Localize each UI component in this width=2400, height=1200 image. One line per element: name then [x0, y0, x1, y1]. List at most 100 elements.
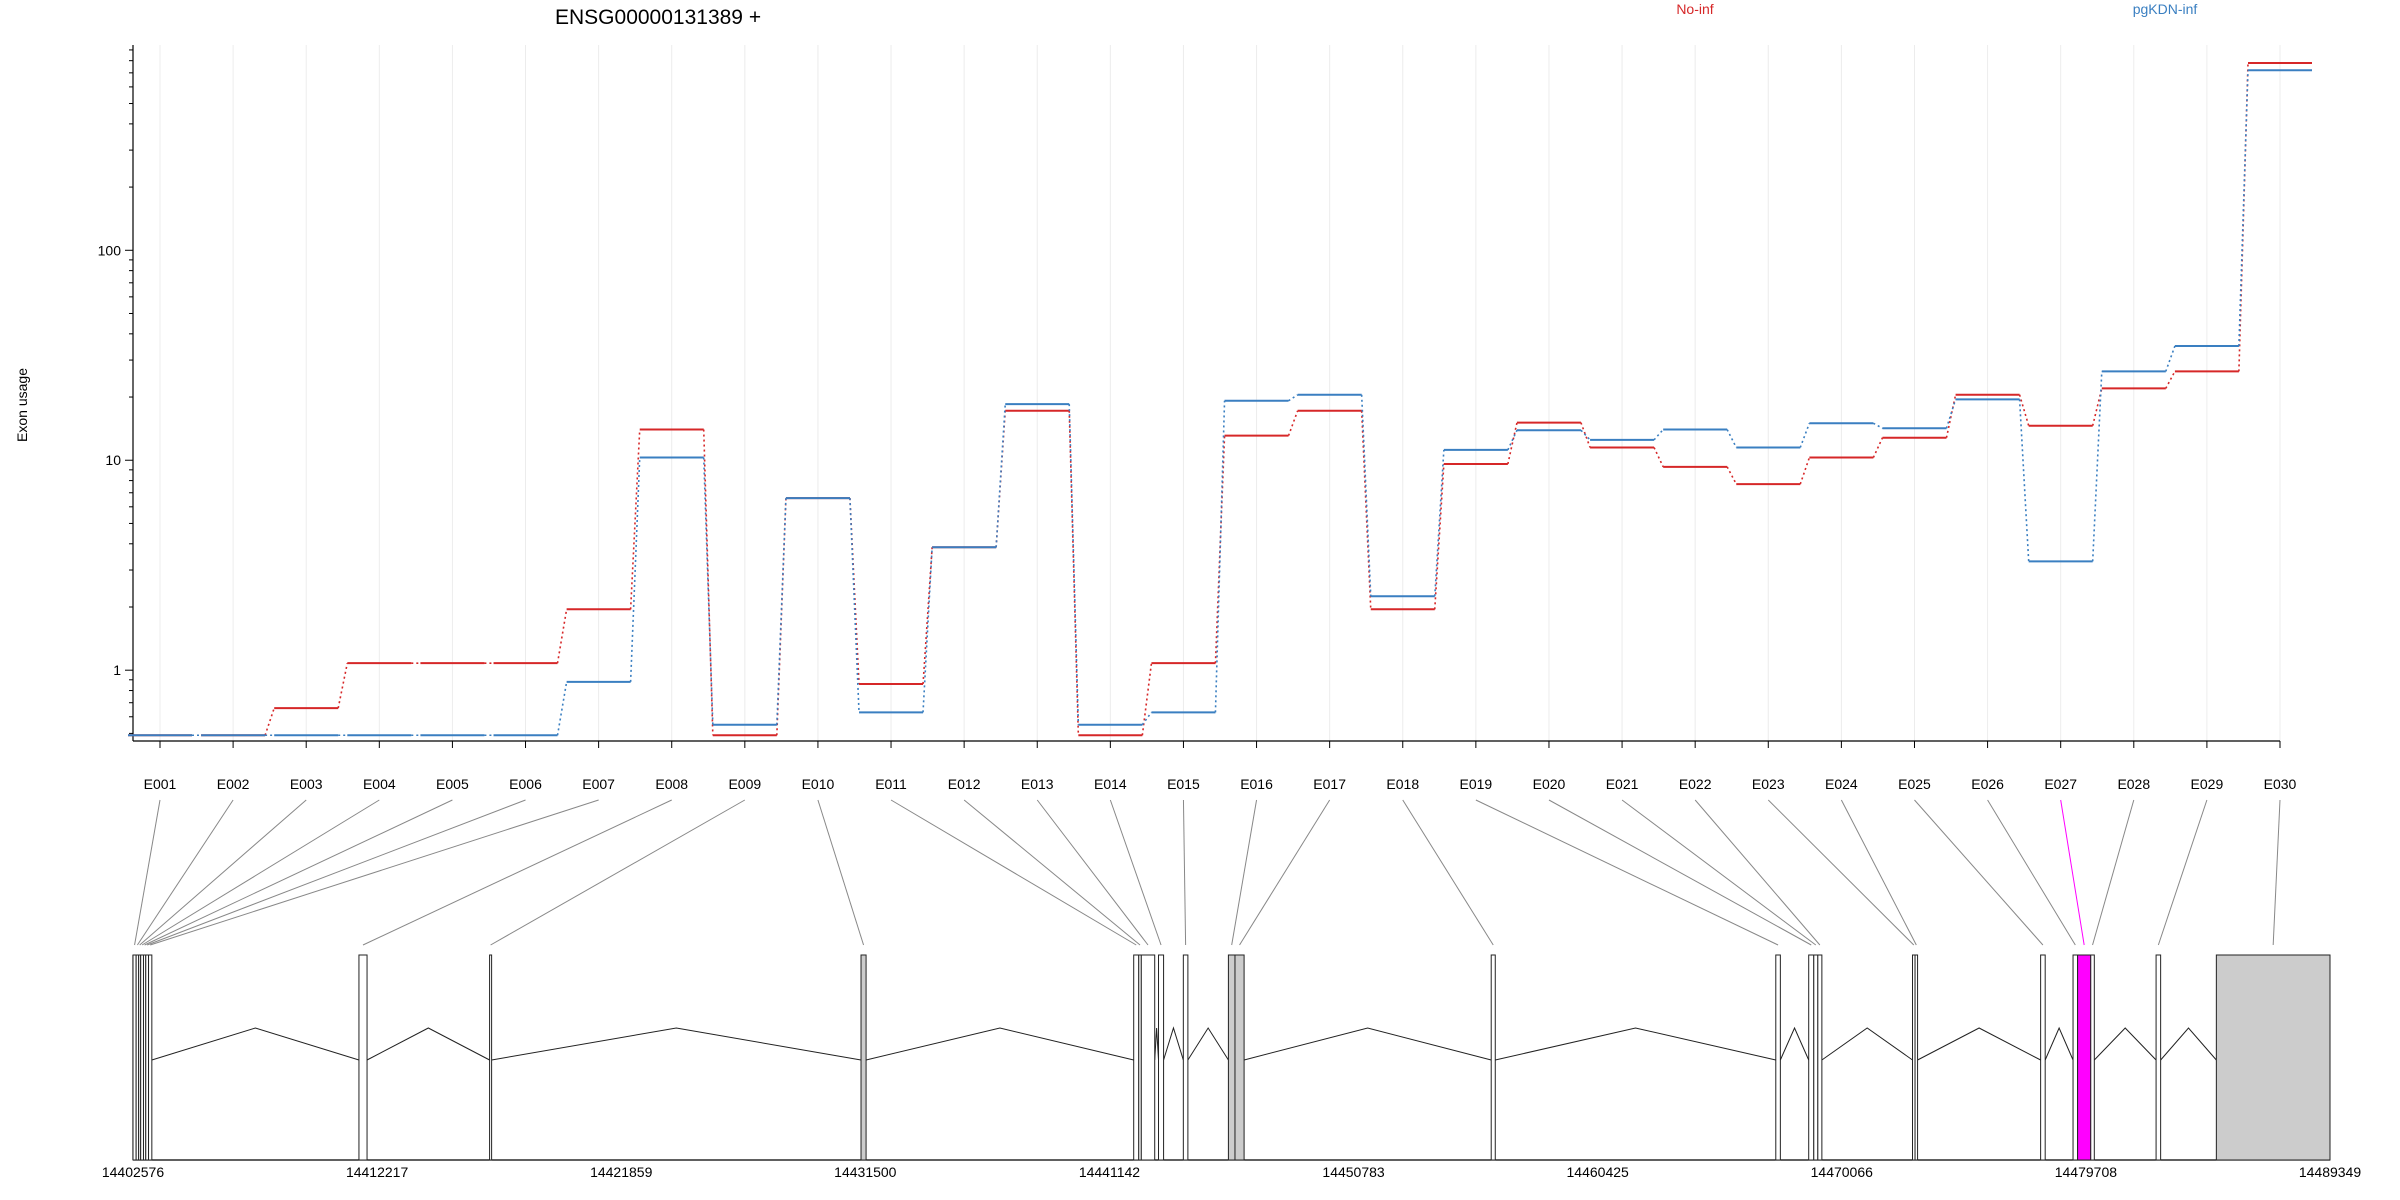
exon-box-e011 [1133, 954, 1140, 1161]
exon-connector-e008 [362, 799, 672, 946]
exon-connector-e006 [146, 799, 526, 946]
exon-box-e025 [2040, 954, 2046, 1161]
exon-connector-e012 [963, 799, 1141, 946]
x-tick-label-e027: E027 [2044, 776, 2077, 792]
usage-connector [629, 457, 641, 682]
x-tick-label-e015: E015 [1167, 776, 1200, 792]
x-tick-label-e030: E030 [2264, 776, 2297, 792]
exon-box-e024 [1914, 954, 1919, 1161]
exon-box-e026 [2072, 954, 2079, 1161]
usage-connector [1580, 429, 1591, 441]
usage-connector [1287, 410, 1299, 436]
exon-connector-e004 [141, 799, 380, 946]
usage-connector [2165, 370, 2176, 389]
usage-connector [1068, 410, 1080, 736]
exon-connector-e014 [1109, 799, 1162, 946]
x-tick-label-e022: E022 [1679, 776, 1712, 792]
exon-connector-e024 [1840, 799, 1917, 946]
x-tick-label-e024: E024 [1825, 776, 1858, 792]
exon-connector-e020 [1548, 799, 1812, 946]
usage-connector [2165, 345, 2176, 372]
usage-connector [2018, 394, 2030, 426]
usage-connector [1653, 447, 1664, 468]
exon-box-e018 [1490, 954, 1496, 1161]
x-tick-label-e018: E018 [1386, 776, 1419, 792]
intron-line [1495, 1027, 1776, 1061]
exon-box-e013 [1140, 954, 1156, 1161]
exon-connector-e019 [1475, 799, 1779, 946]
exon-box-e027 [2077, 954, 2092, 1161]
intron-line [151, 1027, 360, 1061]
x-tick-label-e019: E019 [1460, 776, 1493, 792]
exon-connector-e007 [150, 799, 599, 946]
exon-connector-e005 [144, 799, 453, 946]
usage-connector [2238, 70, 2249, 347]
exon-connector-e011 [890, 799, 1137, 946]
x-tick-label-e017: E017 [1313, 776, 1346, 792]
exon-box-e017 [1234, 954, 1245, 1161]
exon-connector-e028 [2092, 799, 2135, 946]
usage-connector [1726, 466, 1737, 485]
gene-model: 14402576 14412217 14421859 14431500 14441142… [102, 799, 2362, 1180]
usage-connector [995, 404, 1007, 548]
exon-box-e016 [1227, 954, 1236, 1161]
intron-line [1163, 1026, 1184, 1061]
exon-connector-e001 [134, 799, 161, 946]
exon-box-e021 [1813, 954, 1819, 1161]
usage-connector [337, 663, 349, 709]
usage-connector [1288, 394, 1299, 402]
x-tick-label-e016: E016 [1240, 776, 1273, 792]
x-tick-label-e011: E011 [875, 776, 907, 792]
y-tick-label: 10 [105, 452, 121, 468]
genome-coordinate-label: 14421859 [590, 1164, 653, 1180]
exon-connector-e017 [1239, 799, 1331, 946]
x-tick-label-e009: E009 [728, 776, 761, 792]
exon-connector-e030 [2272, 799, 2281, 946]
exon-connector-e029 [2157, 799, 2208, 946]
x-tick-label-e013: E013 [1021, 776, 1054, 792]
usage-connector [1872, 437, 1884, 458]
exon-box-e010 [860, 954, 867, 1161]
genome-coordinate-label: 14489349 [2299, 1164, 2362, 1180]
x-tick-label-e028: E028 [2117, 776, 2150, 792]
x-tick-label-e012: E012 [948, 776, 981, 792]
genome-coordinate-label: 14402576 [102, 1164, 165, 1180]
usage-connector [849, 498, 860, 684]
genome-coordinate-label: 14450783 [1322, 1164, 1385, 1180]
usage-connector [1799, 422, 1811, 448]
intron-line [865, 1027, 1134, 1061]
genome-coordinate-label: 14441142 [1079, 1164, 1140, 1180]
usage-connector [629, 429, 641, 610]
x-tick-label-e006: E006 [509, 776, 542, 792]
intron-line [366, 1027, 490, 1061]
usage-connector [2091, 388, 2103, 426]
exon-connector-e022 [1694, 799, 1821, 946]
exon-box-e030 [2215, 954, 2331, 1161]
exon-box-e014 [1158, 954, 1165, 1161]
plot-area: 1 10 100 E001 E002 E003 E004 E005 E006 E007 E008 E0… [98, 45, 2312, 792]
exon-connector-e002 [136, 799, 234, 946]
y-axis-label: Exon usage [14, 368, 30, 442]
exon-connector-e013 [1036, 799, 1149, 946]
usage-connector [2091, 371, 2103, 562]
intron-line [2093, 1027, 2157, 1061]
usage-connector [1653, 429, 1664, 441]
intron-line [1154, 1027, 1160, 1061]
intron-line [491, 1027, 862, 1061]
exon-box-e007 [148, 954, 153, 1161]
exon-box-e008 [358, 954, 368, 1161]
genome-coordinate-label: 14431500 [834, 1164, 897, 1180]
usage-connector [702, 429, 714, 736]
intron-line [1187, 1027, 1229, 1061]
x-tick-label-e010: E010 [802, 776, 835, 792]
usage-connector [849, 498, 860, 713]
usage-connector [1360, 394, 1372, 597]
exon-box-e020 [1808, 954, 1815, 1161]
usage-connector [1433, 449, 1445, 597]
exon-connector-e026 [1987, 799, 2076, 946]
exon-connector-e025 [1914, 799, 2044, 946]
exon-connector-e010 [817, 799, 865, 946]
exon-connector-e018 [1402, 799, 1494, 946]
y-tick-label: 1 [113, 662, 121, 678]
